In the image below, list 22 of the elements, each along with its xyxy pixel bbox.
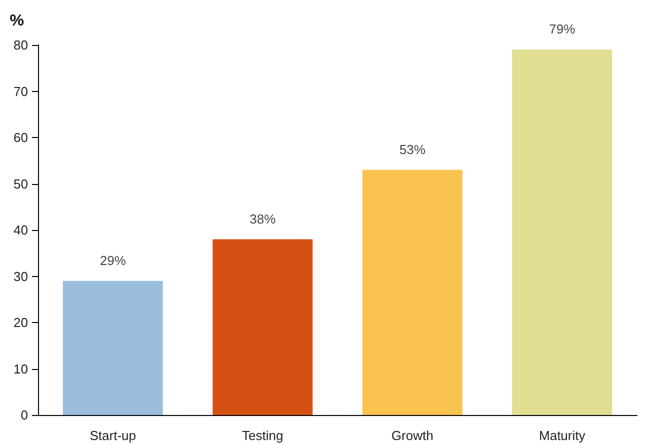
bar <box>512 50 612 415</box>
data-label: 38% <box>250 211 276 226</box>
data-label: 79% <box>549 22 576 37</box>
data-label: 53% <box>399 142 426 157</box>
y-axis-title: % <box>10 12 24 30</box>
y-tick-label: 10 <box>14 361 28 376</box>
x-tick-label: Growth <box>391 428 434 443</box>
y-tick-label: 40 <box>14 222 28 238</box>
bar <box>362 170 462 415</box>
y-tick-label: 0 <box>20 408 28 422</box>
y-tick-label: 60 <box>14 130 28 145</box>
y-tick-label: 30 <box>14 268 28 284</box>
y-tick-label: 20 <box>14 315 28 330</box>
y-tick-label: 80 <box>14 38 28 52</box>
y-tick-label: 70 <box>14 84 28 99</box>
x-tick-label: Testing <box>242 428 284 443</box>
bar <box>62 280 163 415</box>
x-tick-label: Start-up <box>90 428 136 443</box>
x-tick-label: Maturity <box>539 428 586 443</box>
bar <box>212 239 313 415</box>
data-label: 29% <box>100 252 126 268</box>
y-tick-label: 50 <box>14 176 28 192</box>
